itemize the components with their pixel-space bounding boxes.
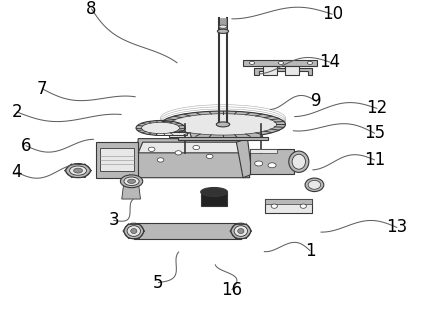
Ellipse shape [206, 154, 213, 159]
Polygon shape [169, 124, 214, 137]
Polygon shape [243, 60, 317, 66]
Polygon shape [96, 142, 138, 178]
Ellipse shape [234, 226, 248, 236]
Polygon shape [265, 199, 312, 204]
Polygon shape [156, 131, 187, 135]
Text: 15: 15 [364, 124, 385, 142]
Text: 16: 16 [221, 281, 243, 299]
Ellipse shape [124, 177, 139, 185]
Ellipse shape [308, 181, 321, 189]
Text: 7: 7 [37, 80, 48, 98]
Ellipse shape [66, 164, 90, 178]
Polygon shape [134, 223, 241, 239]
Ellipse shape [289, 151, 309, 172]
Text: 13: 13 [386, 218, 408, 236]
Ellipse shape [175, 151, 182, 155]
Text: 1: 1 [305, 242, 315, 260]
Ellipse shape [300, 204, 306, 208]
Ellipse shape [74, 168, 83, 173]
Polygon shape [201, 192, 227, 206]
Text: 12: 12 [366, 99, 388, 117]
Ellipse shape [120, 175, 143, 188]
Polygon shape [250, 149, 294, 174]
Ellipse shape [292, 154, 306, 169]
Ellipse shape [169, 114, 277, 135]
Polygon shape [285, 66, 299, 75]
Text: 3: 3 [108, 211, 119, 229]
Ellipse shape [201, 187, 227, 197]
Ellipse shape [136, 120, 185, 135]
Ellipse shape [307, 61, 313, 64]
Ellipse shape [305, 178, 324, 192]
Text: 6: 6 [21, 137, 31, 155]
Polygon shape [250, 149, 277, 153]
Ellipse shape [193, 146, 200, 150]
Ellipse shape [268, 163, 276, 168]
Polygon shape [100, 147, 134, 171]
Ellipse shape [271, 204, 277, 208]
Ellipse shape [161, 111, 285, 138]
Text: 2: 2 [12, 103, 22, 121]
Ellipse shape [141, 122, 179, 134]
Ellipse shape [131, 229, 137, 233]
Ellipse shape [127, 226, 140, 236]
Polygon shape [263, 66, 277, 75]
Text: 11: 11 [364, 151, 385, 169]
Ellipse shape [255, 161, 263, 166]
Ellipse shape [124, 223, 144, 239]
Ellipse shape [128, 179, 136, 183]
Polygon shape [187, 124, 263, 139]
Text: 14: 14 [319, 53, 341, 71]
Ellipse shape [238, 229, 244, 233]
Ellipse shape [231, 223, 251, 239]
Text: 8: 8 [86, 0, 97, 18]
Ellipse shape [157, 158, 164, 162]
Polygon shape [138, 142, 243, 153]
Polygon shape [134, 139, 250, 178]
Ellipse shape [278, 61, 284, 64]
Text: 4: 4 [12, 164, 22, 181]
Polygon shape [254, 68, 312, 75]
Text: 10: 10 [322, 5, 343, 23]
Ellipse shape [218, 29, 229, 33]
Ellipse shape [70, 166, 87, 175]
Ellipse shape [249, 61, 255, 64]
Text: 9: 9 [311, 92, 322, 110]
Polygon shape [178, 137, 268, 140]
Text: 5: 5 [153, 274, 164, 292]
Ellipse shape [216, 122, 230, 127]
Ellipse shape [219, 25, 227, 28]
Polygon shape [236, 139, 252, 178]
Polygon shape [122, 181, 140, 199]
Ellipse shape [148, 147, 155, 151]
Polygon shape [265, 199, 312, 213]
